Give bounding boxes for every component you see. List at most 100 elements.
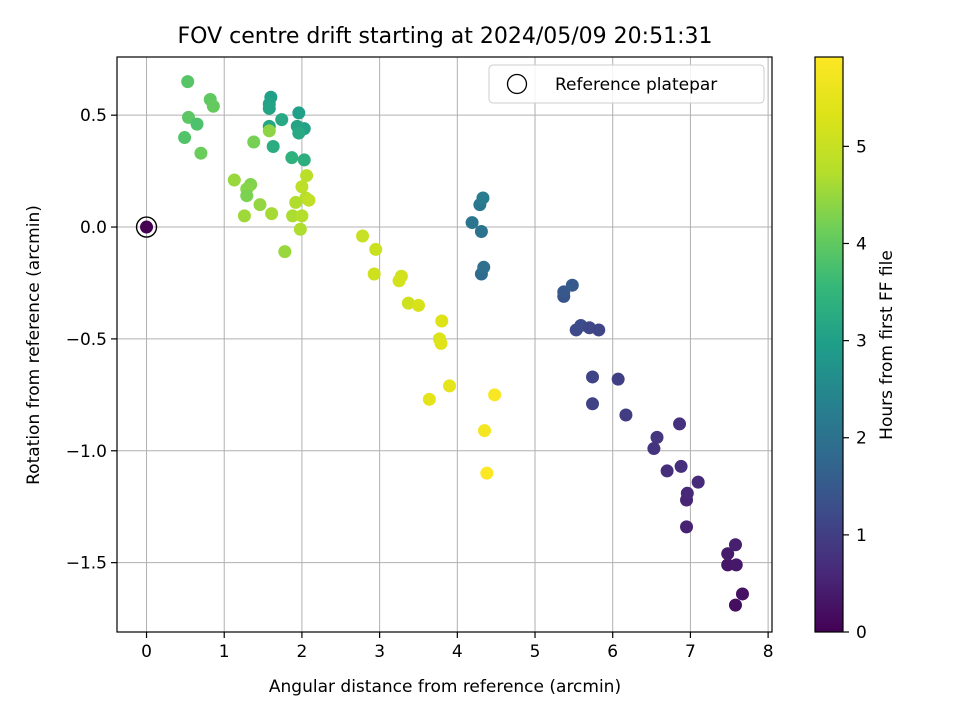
data-point — [691, 475, 705, 489]
y-axis-label: Rotation from reference (arcmin) — [24, 205, 44, 485]
data-point — [247, 135, 261, 149]
data-point — [735, 587, 749, 601]
data-point — [265, 207, 279, 221]
data-point — [356, 229, 370, 243]
colorbar-tick-label: 4 — [856, 234, 867, 254]
data-point — [392, 274, 406, 288]
data-point — [611, 372, 625, 386]
x-axis-ticks: 0 1 2 3 4 5 6 7 8 — [141, 632, 774, 662]
data-point — [488, 388, 502, 402]
data-point — [227, 173, 241, 187]
data-point — [477, 260, 491, 274]
data-point — [297, 153, 311, 167]
x-axis-label: Angular distance from reference (arcmin) — [269, 677, 621, 697]
data-point — [411, 298, 425, 312]
data-point — [673, 417, 687, 431]
data-point — [181, 75, 195, 89]
x-tick-label: 7 — [685, 642, 696, 662]
data-point — [278, 245, 292, 259]
reference-marker — [135, 216, 158, 238]
colorbar-tick-label: 3 — [856, 332, 867, 352]
data-point — [422, 392, 436, 406]
legend: Reference platepar — [488, 64, 765, 104]
data-point — [293, 222, 307, 236]
legend-marker-icon — [506, 73, 528, 95]
data-point — [289, 195, 303, 209]
y-tick-label: −1.5 — [66, 554, 107, 574]
data-point — [476, 191, 490, 205]
data-point — [647, 442, 661, 456]
data-point — [474, 225, 488, 239]
data-point — [660, 464, 674, 478]
colorbar-tick-label: 5 — [856, 137, 867, 157]
colorbar-tick-label: 1 — [856, 526, 867, 546]
data-point — [237, 209, 251, 223]
data-point — [206, 99, 220, 113]
data-point — [292, 106, 306, 120]
x-tick-label: 1 — [219, 642, 230, 662]
colorbar-label: Hours from first FF file — [877, 250, 897, 440]
reference-point — [135, 216, 158, 238]
data-point — [401, 296, 415, 310]
data-point — [292, 126, 306, 140]
data-point — [369, 242, 383, 256]
data-point — [300, 169, 314, 183]
data-point — [266, 139, 280, 153]
x-tick-label: 4 — [452, 642, 463, 662]
chart-title: FOV centre drift starting at 2024/05/09 … — [178, 24, 713, 49]
data-point — [728, 598, 742, 612]
data-point — [728, 538, 742, 552]
data-point — [253, 198, 267, 212]
plot-frame — [116, 56, 773, 633]
colorbar: 0 1 2 3 4 5 Hours from first FF file — [814, 56, 897, 643]
data-point — [367, 267, 381, 281]
data-point — [302, 193, 316, 207]
data-point — [190, 117, 204, 131]
data-point — [262, 124, 276, 138]
y-tick-label: −1.0 — [66, 442, 107, 462]
data-point — [465, 216, 479, 230]
data-point — [592, 323, 606, 337]
data-point — [285, 151, 299, 165]
y-tick-label: 0.5 — [80, 106, 107, 126]
data-point — [619, 408, 633, 422]
data-point — [586, 397, 600, 411]
data-point — [240, 189, 254, 203]
data-point — [434, 336, 448, 350]
data-point — [275, 113, 289, 127]
colorbar-gradient — [814, 56, 844, 633]
y-axis-ticks: 0.5 0.0 −0.5 −1.0 −1.5 — [66, 106, 117, 574]
legend-box — [488, 64, 765, 104]
x-tick-label: 5 — [530, 642, 541, 662]
data-point — [295, 209, 309, 223]
data-point — [480, 466, 494, 480]
colorbar-tick-label: 2 — [856, 429, 867, 449]
data-point — [680, 486, 694, 500]
data-point — [262, 101, 276, 115]
data-point — [194, 146, 208, 160]
grid-lines — [117, 57, 772, 632]
data-point — [435, 314, 449, 328]
colorbar-ticks: 0 1 2 3 4 5 — [843, 137, 867, 643]
data-point — [586, 370, 600, 384]
x-tick-label: 2 — [297, 642, 308, 662]
y-tick-label: 0.0 — [80, 218, 107, 238]
data-point — [443, 379, 457, 393]
x-tick-label: 3 — [374, 642, 385, 662]
x-tick-label: 8 — [763, 642, 774, 662]
data-point — [721, 547, 735, 561]
x-tick-label: 0 — [141, 642, 152, 662]
data-point — [565, 278, 579, 292]
data-point — [650, 430, 664, 444]
data-point — [178, 131, 192, 145]
x-tick-label: 6 — [607, 642, 618, 662]
data-point — [286, 209, 300, 223]
data-point — [729, 558, 743, 572]
data-point — [478, 424, 492, 438]
data-point — [295, 180, 309, 194]
data-point — [140, 220, 154, 234]
data-points — [140, 75, 749, 612]
legend-entry-reference: Reference platepar — [555, 75, 717, 95]
data-point — [680, 520, 694, 534]
